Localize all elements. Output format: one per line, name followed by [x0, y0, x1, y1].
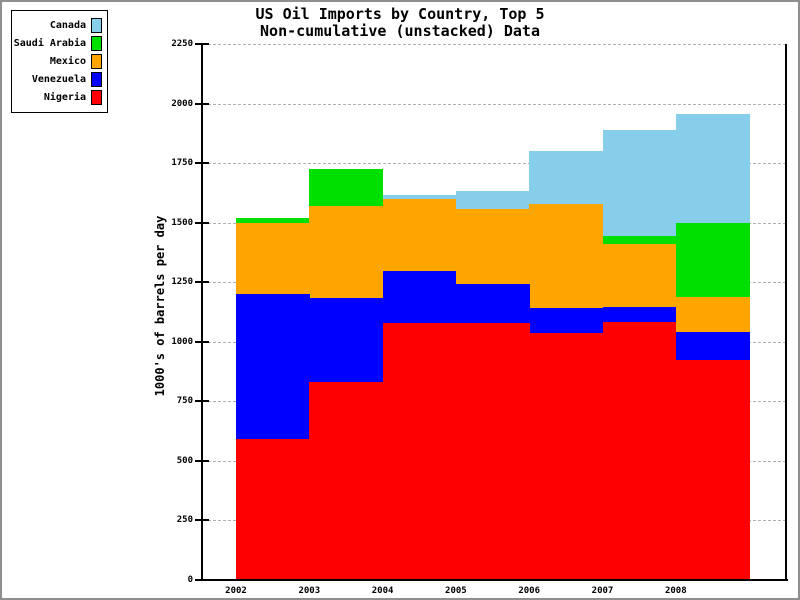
y-tick-label-2250: 2250	[171, 39, 193, 49]
legend-box: Canada Saudi Arabia Mexico Venezuela Nigeria	[11, 10, 108, 113]
legend-label-canada: Canada	[49, 19, 86, 31]
area-rect-nigeria-2006	[529, 332, 603, 580]
legend-item-canada: Canada	[12, 16, 107, 34]
area-rect-nigeria-2004	[382, 323, 457, 580]
legend-item-mexico: Mexico	[12, 52, 107, 70]
x-tick-label-2006: 2006	[518, 586, 541, 596]
legend-item-nigeria: Nigeria	[12, 88, 107, 106]
legend-swatch-venezuela	[91, 71, 102, 87]
y-tick-label-1500: 1500	[171, 217, 193, 228]
y-tick-label-1000: 1000	[171, 336, 193, 347]
legend-label-nigeria: Nigeria	[43, 91, 86, 103]
x-tick-label-2004: 2004	[371, 586, 394, 596]
gridline-1750	[203, 163, 786, 165]
x-tick-label-2008: 2008	[664, 586, 687, 596]
legend-label-saudi-arabia: Saudi Arabia	[13, 37, 86, 49]
legend-swatch-nigeria	[91, 89, 102, 105]
area-rect-nigeria-2005	[455, 323, 530, 580]
legend-label-mexico: Mexico	[49, 55, 86, 67]
x-tick-label-2003: 2003	[298, 586, 321, 596]
y-axis-line	[201, 44, 203, 581]
y-tick-label-250: 250	[176, 515, 193, 526]
gridline-2000	[203, 103, 786, 105]
plot-right-border-line	[785, 44, 787, 581]
legend-swatch-saudi-arabia	[91, 35, 102, 51]
chart-title-line2: Non-cumulative (unstacked) Data	[260, 22, 540, 40]
chart-title-line1: US Oil Imports by Country, Top 5	[255, 5, 545, 23]
y-tick-label-2000: 2000	[171, 98, 193, 109]
y-tick-label-500: 500	[176, 455, 193, 466]
gridline-2250	[203, 44, 786, 45]
y-axis-title: 1000's of barrels per day	[153, 215, 167, 397]
y-tick-label-1250: 1250	[171, 277, 193, 288]
chart-title: US Oil Imports by Country, Top 5 Non-cum…	[2, 6, 798, 40]
area-rect-nigeria-2008	[675, 360, 750, 580]
legend-swatch-mexico	[91, 53, 102, 69]
x-tick-label-2005: 2005	[445, 586, 467, 596]
y-tick-label-1750: 1750	[171, 158, 193, 169]
x-tick-label-2007: 2007	[591, 586, 614, 596]
area-rect-nigeria-2007	[602, 321, 677, 580]
y-tick-label-750: 750	[176, 396, 193, 407]
y-tick-label-0: 0	[187, 575, 193, 585]
area-rect-nigeria-2003	[309, 381, 384, 580]
legend-swatch-canada	[91, 17, 102, 33]
x-tick-label-2002: 2002	[225, 586, 247, 596]
area-rect-nigeria-2002	[236, 439, 310, 580]
x-axis-line	[201, 579, 788, 581]
legend-label-venezuela: Venezuela	[31, 73, 86, 85]
legend-item-saudi-arabia: Saudi Arabia	[12, 34, 107, 52]
legend-item-venezuela: Venezuela	[12, 70, 107, 88]
